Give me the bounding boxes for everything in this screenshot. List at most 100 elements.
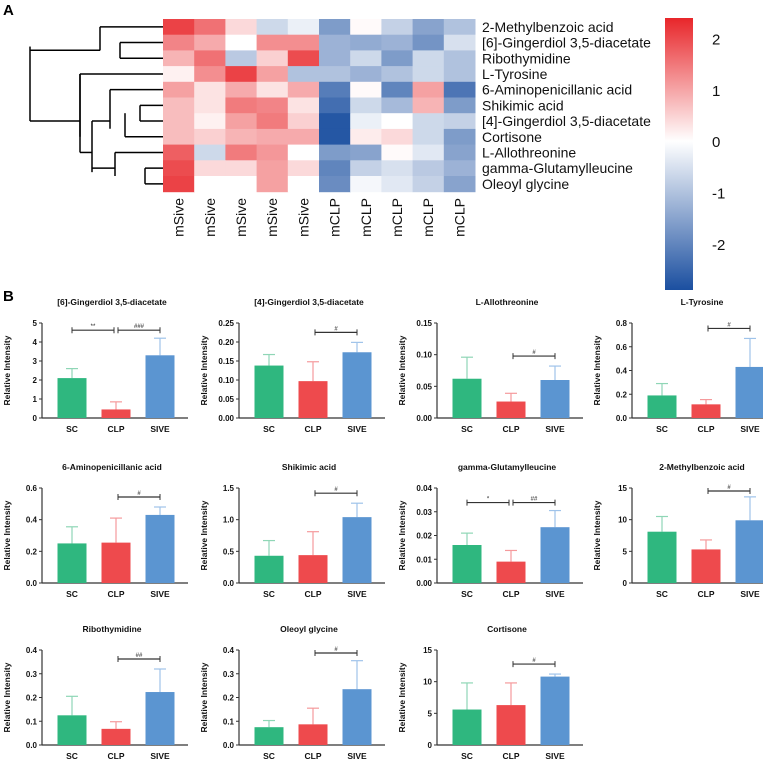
panel-label-a: A [3,2,14,19]
bar-chart: [4]-Gingerdiol 3,5-diacetate Relative Int… [199,297,385,434]
heatmap-cell [194,66,226,83]
bar-chart-panel: Shikimic acid Relative Intensity 0.0 0.5 1.0… [197,455,389,605]
heatmap-cell [194,81,226,98]
x-tick-label: SIVE [150,751,170,760]
heatmap-cell [256,144,289,161]
heatmap-row-label: [6]-Gingerdiol 3,5-diacetate [482,35,651,51]
chart-title: 6-Aminopenicillanic acid [62,462,162,472]
bar-chart: gamma-Glutamylleucine Relative Intensity 0… [397,462,583,599]
heatmap-cell [381,19,414,36]
heatmap-cell [225,19,258,36]
heatmap-cell [194,144,226,161]
bar-sive [145,692,175,745]
bar-sive [342,689,372,745]
chart-title: Shikimic acid [282,462,336,472]
bar-sc [57,378,87,418]
bar-sc [647,395,677,418]
heatmap-cell [256,19,289,36]
bar-chart: L-Allothreonine Relative Intensity 0.00 0.0… [397,297,583,434]
bar-chart: Ribothymidine Relative Intensity 0.0 0.1 0.2… [2,624,188,760]
chart-title: Oleoyl glycine [280,624,338,634]
heatmap-column-label: mCLP [358,198,374,237]
heatmap-cell [163,19,195,36]
x-tick-label: SIVE [150,424,170,434]
heatmap-cell [319,81,351,98]
bar-clp [298,724,328,745]
heatmap-cell [225,66,258,83]
x-tick-label: CLP [108,751,125,760]
heatmap-cell [287,34,320,51]
bar-sive [540,380,570,418]
y-tick-label: 0.8 [616,319,628,328]
heatmap-cell [412,160,445,177]
heatmap-cell [350,66,382,83]
x-tick-label: CLP [698,589,715,599]
heatmap-cell [412,144,445,161]
heatmap-cell [225,34,258,51]
bar-chart: [6]-Gingerdiol 3,5-diacetate Relative Int… [2,297,188,434]
heatmap-cell [443,66,476,83]
heatmap-cell [194,97,226,114]
heatmap-row-label: 2-Methylbenzoic acid [482,19,614,35]
y-tick-label: 0.04 [416,484,432,493]
x-tick-label: SC [656,589,668,599]
heatmap-cell [163,66,195,83]
significance-label: # [334,487,338,493]
y-tick-label: 0.6 [26,484,38,493]
y-axis-label: Relative Intensity [397,335,407,405]
heatmap-cell [319,160,351,177]
y-tick-label: 1.5 [223,484,235,493]
heatmap-cell [287,19,320,36]
chart-title: Cortisone [487,624,527,634]
heatmap-cell [350,144,382,161]
bar-clp [691,549,721,583]
y-tick-label: 0.5 [223,547,235,556]
bar-sive [540,527,570,583]
heatmap-cell [381,176,414,193]
y-axis-label: Relative Intensity [199,500,209,570]
bar-sc [254,555,284,583]
heatmap-cell [443,19,476,36]
bar-chart-panel: gamma-Glutamylleucine Relative Intensity 0… [395,455,587,605]
y-tick-label: 0.15 [218,357,234,366]
heatmap-cell [319,19,351,36]
y-axis-label: Relative Intensity [592,335,602,405]
heatmap-cell [443,113,476,130]
heatmap-cell [350,19,382,36]
x-tick-label: SIVE [545,589,565,599]
heatmap-cell [443,176,476,193]
y-tick-label: 0.20 [218,338,234,347]
bar-chart-panel: 6-Aminopenicillanic acid Relative Intensi… [0,455,192,605]
x-tick-label: CLP [698,424,715,434]
heatmap-cell [381,97,414,114]
heatmap-row-label: 6-Aminopenicillanic acid [482,82,632,98]
heatmap: 2-Methylbenzoic acid[6]-Gingerdiol 3,5-d… [29,18,725,290]
y-tick-label: 0.3 [26,670,38,679]
heatmap-cell [163,144,195,161]
y-tick-label: 0.4 [616,367,628,376]
bar-clp [101,409,131,418]
y-tick-label: 0 [33,414,38,423]
heatmap-cell [443,128,476,146]
x-tick-label: SC [263,589,275,599]
bar-chart: Cortisone Relative Intensity 0 5 10 15 SC CLP SI… [397,624,583,760]
bar-chart: 6-Aminopenicillanic acid Relative Intensi… [2,462,188,599]
x-tick-label: SC [461,751,473,760]
y-tick-label: 0.03 [416,508,432,517]
y-tick-label: 0.05 [218,395,234,404]
heatmap-column-label: mCLP [420,198,436,237]
heatmap-cell [381,50,414,67]
colorbar-tick-label: 1 [712,83,720,100]
y-tick-label: 0.10 [218,376,234,385]
y-tick-label: 4 [33,338,38,347]
heatmap-cell [225,144,258,161]
heatmap-cell [225,176,258,193]
x-tick-label: CLP [503,589,520,599]
significance-label: # [727,485,731,491]
bar-chart: Shikimic acid Relative Intensity 0.0 0.5 1.0… [199,462,385,599]
y-tick-label: 0 [428,741,433,750]
y-axis-label: Relative Intensity [2,662,12,732]
chart-title: 2-Methylbenzoic acid [659,462,745,472]
y-tick-label: 5 [428,709,433,718]
y-tick-label: 0.4 [26,646,38,655]
